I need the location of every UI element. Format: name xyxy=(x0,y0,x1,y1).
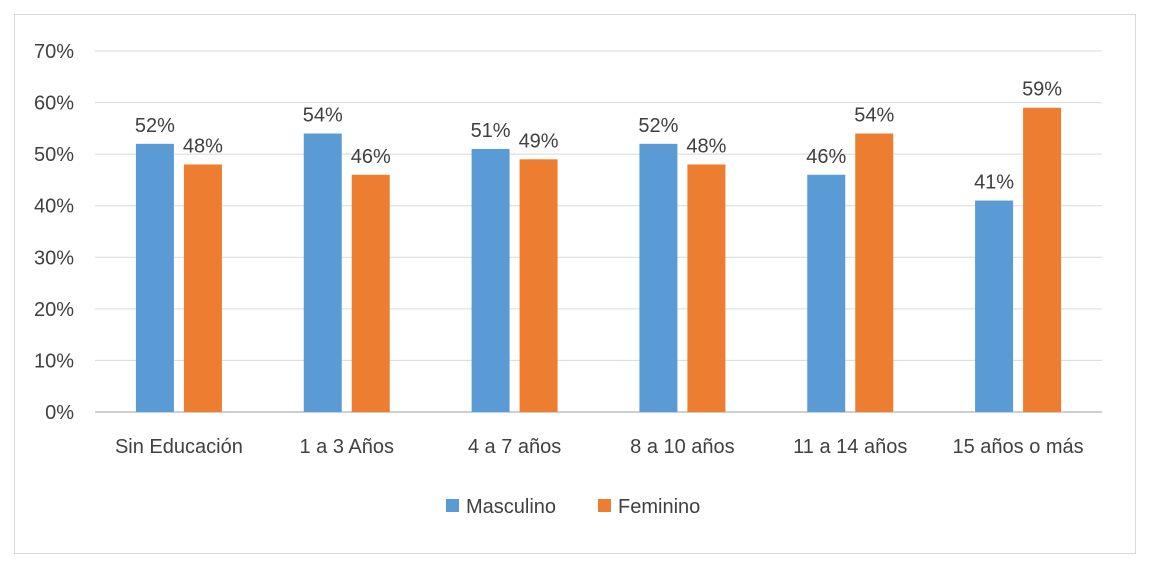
legend-swatch-masculino xyxy=(446,499,459,512)
x-category-label: 15 años o más xyxy=(952,436,1083,458)
y-tick-label: 0% xyxy=(45,402,74,424)
y-axis-ticks: 0% 10% 20% 30% 40% 50% 60% 70% xyxy=(34,41,74,424)
x-category-label: 1 a 3 Años xyxy=(299,436,394,458)
y-tick-label: 40% xyxy=(34,196,74,218)
data-label: 48% xyxy=(686,135,726,157)
data-label: 49% xyxy=(519,130,559,152)
bar-feminino-4 xyxy=(855,133,894,412)
data-labels: 52% 48% 54% 46% 51% 49% 52% 48% 46% 54% 41% 59% xyxy=(135,79,1062,194)
bar-masculino-5 xyxy=(975,200,1014,412)
data-label: 46% xyxy=(806,146,846,168)
y-tick-label: 60% xyxy=(34,93,74,115)
bar-feminino-0 xyxy=(183,164,222,412)
legend: Masculino Feminino xyxy=(446,496,700,518)
data-label: 52% xyxy=(135,115,175,137)
data-label: 54% xyxy=(303,105,343,127)
bar-masculino-2 xyxy=(471,148,510,412)
data-label: 41% xyxy=(974,172,1014,194)
y-tick-label: 30% xyxy=(34,247,74,269)
bar-feminino-3 xyxy=(687,164,726,412)
legend-label-masculino: Masculino xyxy=(466,496,556,518)
bar-feminino-2 xyxy=(519,159,558,412)
data-label: 48% xyxy=(183,135,223,157)
bar-masculino-1 xyxy=(303,133,342,412)
bar-masculino-3 xyxy=(639,143,678,413)
y-tick-label: 20% xyxy=(34,299,74,321)
x-axis-categories: Sin Educación 1 a 3 Años 4 a 7 años 8 a 10 … xyxy=(115,436,1084,458)
y-tick-label: 10% xyxy=(34,350,74,372)
data-label: 52% xyxy=(638,115,678,137)
data-label: 54% xyxy=(854,105,894,127)
gridlines xyxy=(95,50,1102,413)
legend-swatch-feminino xyxy=(598,499,611,512)
y-tick-label: 70% xyxy=(34,41,74,63)
x-category-label: 4 a 7 años xyxy=(468,436,561,458)
bar-feminino-5 xyxy=(1023,107,1062,412)
bar-feminino-1 xyxy=(351,174,390,412)
x-category-label: 11 a 14 años xyxy=(793,436,907,458)
data-label: 46% xyxy=(351,146,391,168)
bars xyxy=(135,107,1062,413)
y-tick-label: 50% xyxy=(34,144,74,166)
x-category-label: 8 a 10 años xyxy=(630,436,735,458)
data-label: 51% xyxy=(471,120,511,142)
x-category-label: Sin Educación xyxy=(115,436,243,458)
bar-masculino-0 xyxy=(135,143,174,413)
bar-masculino-4 xyxy=(807,174,846,412)
data-label: 59% xyxy=(1022,79,1062,101)
legend-label-feminino: Feminino xyxy=(618,496,700,518)
